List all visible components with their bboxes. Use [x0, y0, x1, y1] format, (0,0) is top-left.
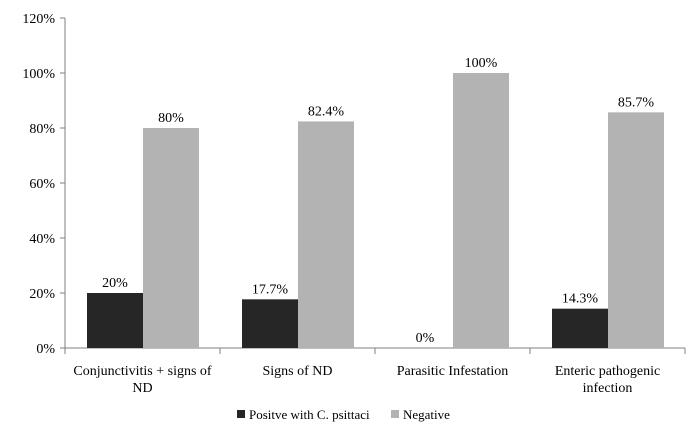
x-category-label: Parasitic Infestation [397, 364, 509, 379]
legend-label: Positve with C. psittaci [249, 407, 370, 422]
y-tick-label: 40% [29, 232, 55, 247]
bar-positive [242, 299, 298, 348]
data-label: 82.4% [308, 104, 345, 119]
data-label: 20% [102, 276, 128, 291]
y-tick-label: 0% [36, 342, 55, 357]
data-label: 0% [416, 331, 435, 346]
y-tick-label: 20% [29, 287, 55, 302]
data-label: 85.7% [618, 95, 655, 110]
x-category-label: infection [583, 381, 633, 396]
y-tick-label: 120% [22, 12, 55, 27]
bar-positive [87, 293, 143, 348]
x-category-label: ND [132, 381, 152, 396]
y-tick-label: 100% [22, 67, 55, 82]
x-category-label: Enteric pathogenic [555, 364, 660, 379]
x-category-label: Conjunctivitis + signs of [73, 364, 212, 379]
data-label: 17.7% [252, 282, 289, 297]
legend-swatch [237, 410, 245, 418]
x-category-label: Signs of ND [262, 364, 332, 379]
bar-negative [453, 73, 509, 348]
legend-swatch [391, 410, 399, 418]
bar-negative [298, 121, 354, 349]
legend-label: Negative [403, 407, 450, 422]
bar-negative [143, 128, 199, 348]
bar-negative [608, 112, 664, 348]
y-tick-label: 60% [29, 177, 55, 192]
data-label: 80% [158, 111, 184, 126]
data-label: 14.3% [562, 292, 599, 307]
y-tick-label: 80% [29, 122, 55, 137]
data-label: 100% [465, 56, 498, 71]
bar-positive [552, 308, 608, 348]
